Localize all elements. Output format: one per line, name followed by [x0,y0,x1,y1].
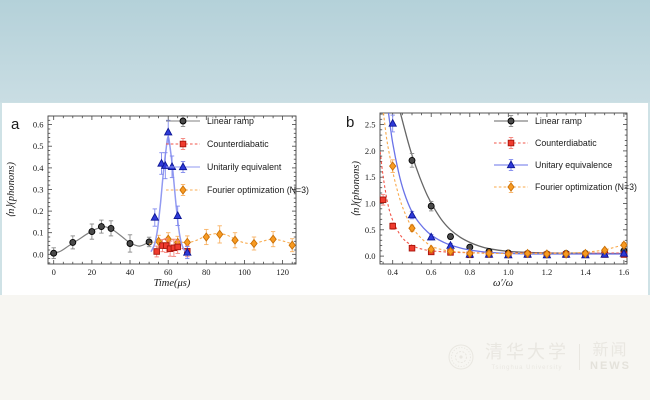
watermark-news-cn: 新闻 [592,340,629,359]
watermark-news: 新闻 NEWS [590,340,631,373]
svg-text:Fourier optimization (N=3): Fourier optimization (N=3) [207,185,309,195]
tsinghua-seal-icon [448,344,474,369]
watermark-divider [579,343,580,370]
svg-text:0.5: 0.5 [365,225,376,235]
svg-text:b: b [346,114,354,131]
svg-text:120: 120 [276,267,289,277]
svg-text:1.0: 1.0 [503,267,514,277]
svg-text:2.5: 2.5 [365,120,376,130]
svg-text:0.4: 0.4 [33,163,44,173]
svg-text:0.3: 0.3 [33,185,44,195]
svg-text:0.2: 0.2 [33,206,44,216]
svg-text:Linear ramp: Linear ramp [535,116,582,126]
svg-text:Linear ramp: Linear ramp [207,116,254,126]
svg-text:0.4: 0.4 [387,267,398,277]
watermark-university-cn: 清华大学 [485,341,569,363]
svg-text:40: 40 [126,267,135,277]
watermark: 清华大学 Tsinghua University 新闻 NEWS [447,341,631,372]
svg-text:60: 60 [164,267,173,277]
svg-text:20: 20 [88,267,97,277]
svg-text:Counterdiabatic: Counterdiabatic [535,138,597,148]
svg-text:0.6: 0.6 [33,120,44,130]
svg-text:0.0: 0.0 [365,251,376,261]
svg-text:0.5: 0.5 [33,141,44,151]
svg-text:Fourier optimization (N=3): Fourier optimization (N=3) [535,182,637,192]
svg-text:0.8: 0.8 [464,267,475,277]
svg-text:ω′/ω: ω′/ω [493,278,513,289]
svg-text:1.6: 1.6 [619,267,630,277]
chart-b-phonons-vs-frequency-ratio: 0.4 0.6 0.8 1.0 1.2 1.4 1.6 0.0 0.5 1.0 1.5 2.0 2.5 L… [346,112,637,289]
svg-text:1.2: 1.2 [542,267,553,277]
figure-background [2,103,648,295]
svg-text:2.0: 2.0 [365,146,376,156]
svg-text:⟨n⟩(phonons): ⟨n⟩(phonons) [351,160,362,217]
svg-text:0: 0 [52,267,56,277]
chart-a-phonons-vs-time: 0 20 40 60 80 100 120 0.0 0.1 0.2 0.3 0.4 0.5 0.6 Line… [6,115,309,289]
svg-text:1.5: 1.5 [365,172,376,182]
svg-text:0.6: 0.6 [426,267,437,277]
watermark-university-en: Tsinghua University [491,364,563,371]
svg-text:Time(μs): Time(μs) [154,278,191,289]
svg-text:Unitarily equivalent: Unitarily equivalent [207,162,282,172]
watermark-news-en: NEWS [590,360,631,372]
svg-text:Counterdiabatic: Counterdiabatic [207,139,269,149]
svg-text:1.4: 1.4 [580,267,591,277]
svg-text:Unitary equivalence: Unitary equivalence [535,160,612,170]
svg-text:1.0: 1.0 [365,199,376,209]
svg-text:100: 100 [238,267,251,277]
svg-text:a: a [11,116,20,133]
svg-text:⟨n⟩(phonons): ⟨n⟩(phonons) [6,161,17,218]
svg-text:0.0: 0.0 [33,249,44,259]
watermark-university: 清华大学 Tsinghua University [485,341,569,371]
svg-text:80: 80 [202,267,211,277]
svg-text:0.1: 0.1 [33,228,44,238]
